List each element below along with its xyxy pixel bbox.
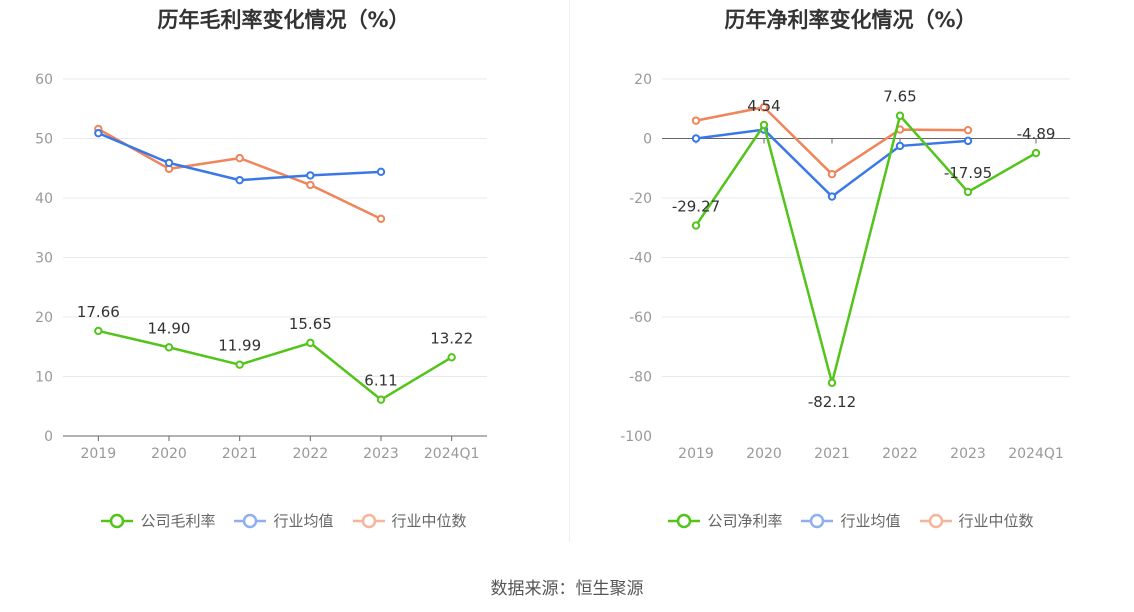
legend-item-industry-avg[interactable]: 行业均值 <box>233 510 334 531</box>
y-tick-label: -60 <box>629 310 652 326</box>
legend-marker-icon <box>352 513 385 528</box>
x-tick-label: 2024Q1 <box>424 446 480 462</box>
legend-label: 公司净利率 <box>707 512 783 530</box>
data-point <box>376 395 386 404</box>
x-tick-label: 2021 <box>222 446 258 462</box>
data-point <box>691 116 701 125</box>
panel-divider <box>569 0 570 542</box>
data-point <box>1031 148 1041 158</box>
data-point <box>376 214 386 224</box>
net-margin-chart: 历年净利率变化情况（%） -100 -80 -60 -40 -20 0 20 2019 2020… <box>567 0 1134 560</box>
y-tick-label: -100 <box>620 429 652 445</box>
data-point <box>447 353 456 362</box>
legend-label: 行业均值 <box>273 512 334 530</box>
y-tick-label: 0 <box>643 132 652 148</box>
x-tick-label: 2023 <box>950 446 986 462</box>
legend-marker-icon <box>101 513 134 528</box>
data-label: 13.22 <box>430 329 473 347</box>
y-tick-label: -80 <box>629 370 652 386</box>
legend-item-company[interactable]: 公司毛利率 <box>100 510 215 531</box>
legend-label: 公司毛利率 <box>140 512 216 530</box>
data-label: 14.90 <box>148 319 191 337</box>
data-label: 11.99 <box>218 337 261 355</box>
data-label: 7.65 <box>883 88 916 106</box>
legend-marker-icon <box>801 513 834 528</box>
x-tick-label: 2019 <box>678 446 714 462</box>
data-label: 17.66 <box>77 303 120 321</box>
y-tick-label: 20 <box>634 72 652 88</box>
data-point <box>963 187 973 197</box>
data-point <box>895 111 905 120</box>
legend-item-industry-median[interactable]: 行业中位数 <box>919 510 1034 531</box>
chart-title: 历年净利率变化情况（%） <box>724 8 977 32</box>
y-tick-label: 0 <box>44 429 53 445</box>
data-label: 6.11 <box>364 372 397 390</box>
y-tick-label: 10 <box>35 370 53 386</box>
data-point <box>895 141 905 151</box>
data-point <box>827 378 837 388</box>
series-line-0 <box>98 329 453 401</box>
legend-label: 行业中位数 <box>958 512 1034 530</box>
x-tick-label: 2019 <box>81 446 117 462</box>
data-point <box>94 326 103 336</box>
legend-item-industry-avg[interactable]: 行业均值 <box>800 510 901 531</box>
data-point <box>306 171 315 180</box>
gross-margin-chart: 历年毛利率变化情况（%） 0 10 20 30 40 50 60 2019 2020 2021 20… <box>0 0 567 560</box>
data-point <box>963 136 973 146</box>
x-tick-label: 2022 <box>882 446 918 462</box>
x-tick-label: 2022 <box>293 446 329 462</box>
x-tick-label: 2021 <box>814 446 850 462</box>
data-label: -17.95 <box>944 164 992 182</box>
legend: 公司毛利率 行业均值 行业中位数 <box>0 510 567 531</box>
y-tick-label: -40 <box>629 251 652 267</box>
data-point <box>691 221 701 230</box>
data-label: -29.27 <box>672 198 720 216</box>
data-label: -82.12 <box>808 393 856 411</box>
x-tick-label: 2020 <box>746 446 782 462</box>
data-label: 15.65 <box>289 315 332 333</box>
data-label: 4.54 <box>747 97 780 115</box>
y-tick-label: 30 <box>35 251 53 267</box>
legend-item-company[interactable]: 公司净利率 <box>667 510 782 531</box>
chart-title: 历年毛利率变化情况（%） <box>157 8 410 32</box>
data-point <box>963 125 973 135</box>
x-tick-label: 2023 <box>363 446 399 462</box>
data-point <box>759 103 769 112</box>
net-margin-plot: -100 -80 -60 -40 -20 0 20 2019 2020 2021 2022 2023 2… <box>620 72 1070 462</box>
gross-margin-plot: 0 10 20 30 40 50 60 2019 2020 2021 2022 2023 2024Q1 1… <box>35 72 487 462</box>
data-point <box>759 120 769 130</box>
legend-item-industry-median[interactable]: 行业中位数 <box>352 510 467 531</box>
y-tick-label: 40 <box>35 191 53 207</box>
data-label: -4.89 <box>1017 125 1056 143</box>
data-source: 数据来源：恒生聚源 <box>490 579 644 599</box>
data-point <box>691 134 701 143</box>
legend: 公司净利率 行业均值 行业中位数 <box>567 510 1134 531</box>
x-tick-label: 2024Q1 <box>1008 446 1064 462</box>
data-point <box>235 175 244 185</box>
data-point <box>827 170 837 179</box>
data-point <box>306 338 315 348</box>
legend-label: 行业中位数 <box>391 512 467 530</box>
data-point <box>827 192 837 201</box>
legend-label: 行业均值 <box>840 512 901 530</box>
data-point <box>164 158 174 168</box>
data-point <box>306 180 315 190</box>
legend-marker-icon <box>234 513 267 528</box>
series-line-0 <box>694 114 1037 385</box>
legend-marker-icon <box>919 513 952 528</box>
data-point <box>376 167 386 177</box>
data-point <box>164 343 174 352</box>
y-tick-label: 20 <box>35 310 53 326</box>
data-point <box>235 360 244 369</box>
x-tick-label: 2020 <box>151 446 187 462</box>
y-tick-label: 50 <box>35 132 53 148</box>
data-point <box>235 153 244 163</box>
y-tick-label: 60 <box>35 72 53 88</box>
legend-marker-icon <box>668 513 701 528</box>
data-point <box>94 128 103 138</box>
y-tick-label: -20 <box>629 191 652 207</box>
